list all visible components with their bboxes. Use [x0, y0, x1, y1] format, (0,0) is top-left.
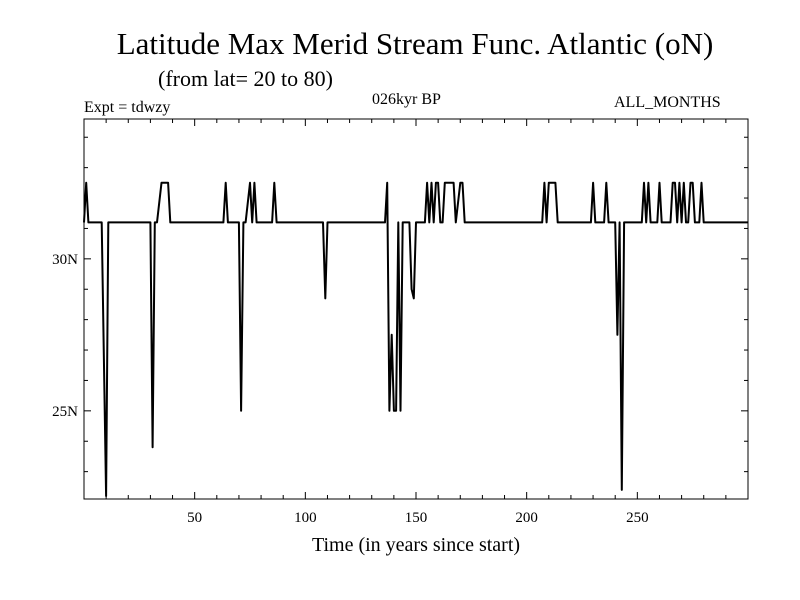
x-tick-label: 50	[187, 510, 202, 526]
x-tick-label: 150	[405, 510, 428, 526]
period-label: 026kyr BP	[372, 91, 441, 108]
x-axis-label: Time (in years since start)	[311, 534, 521, 556]
x-tick-label: 250	[626, 510, 649, 526]
y-tick-label: 25N	[52, 404, 78, 420]
x-tick-label: 100	[294, 510, 317, 526]
series-line	[83, 181, 748, 497]
experiment-label: Expt = tdwzy	[84, 99, 171, 116]
y-tick-label: 30N	[52, 252, 78, 268]
x-tick-label: 200	[515, 510, 538, 526]
months-label: ALL_MONTHS	[614, 94, 721, 111]
chart-subtitle: (from lat= 20 to 80)	[158, 66, 333, 91]
chart-title: Latitude Max Merid Stream Func. Atlantic…	[116, 26, 714, 61]
plot-frame	[83, 118, 749, 500]
